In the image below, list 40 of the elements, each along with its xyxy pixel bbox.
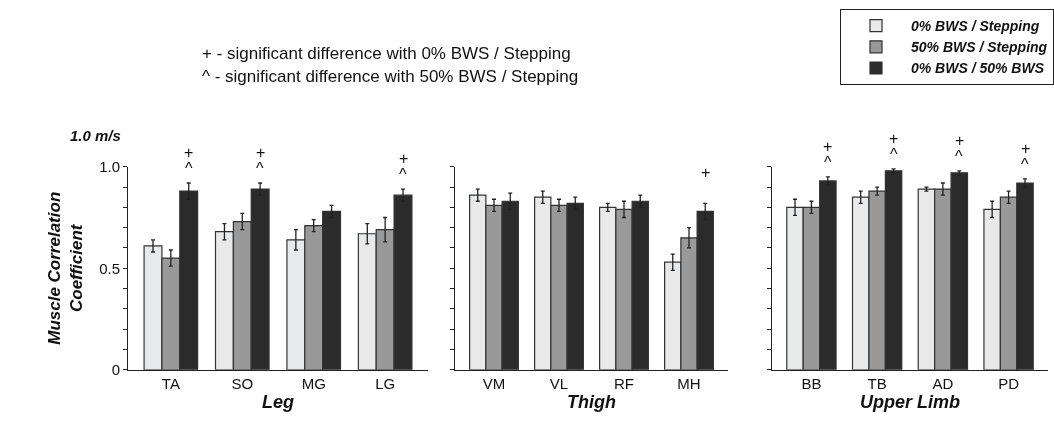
text: 1.0 m/s — [70, 127, 121, 144]
x-tick-label: TA — [161, 374, 180, 392]
text: + — [1021, 140, 1031, 157]
legend-label: 0% BWS / Stepping — [911, 18, 1040, 35]
annotation: ^ — [1021, 156, 1029, 173]
legend-label: 0% BWS / 50% BWS — [911, 60, 1045, 77]
text: + — [256, 144, 266, 161]
text: + - significant difference with 0% BWS / Stepping — [202, 44, 571, 63]
text: + — [889, 130, 899, 147]
x-axis-title: Leg — [261, 391, 295, 412]
y-tick-label: 0 — [111, 360, 120, 378]
y-tick-label: 1.0 — [99, 158, 120, 176]
annotation: ^ — [824, 154, 832, 171]
x-tick-label: VM — [482, 374, 506, 392]
text: ^ - significant difference with 50% BWS / Stepping — [202, 67, 579, 86]
annotation: ^ — [399, 166, 407, 183]
x-axis-title: Thigh — [567, 391, 616, 412]
y-tick-label: 0.5 — [99, 259, 120, 277]
text: + — [955, 132, 965, 149]
x-tick-label: MG — [301, 374, 326, 392]
x-tick-label: LG — [375, 374, 396, 392]
y-axis-title: Muscle Correlation Coefficient — [44, 191, 86, 345]
annotation: ^ — [256, 160, 264, 177]
x-tick-label: VL — [549, 374, 569, 392]
annotation: + — [701, 164, 711, 181]
x-tick-label: AD — [932, 374, 954, 392]
text: + — [823, 138, 833, 155]
x-tick-label: TB — [867, 374, 887, 392]
text: ^ — [955, 148, 963, 165]
legend-label: 50% BWS / Stepping — [911, 39, 1048, 56]
x-tick-label: PD — [998, 374, 1020, 392]
text: ^ — [890, 146, 898, 163]
x-tick-label: BB — [801, 374, 822, 392]
x-tick-label: MH — [677, 374, 701, 392]
text: + — [184, 144, 194, 161]
x-axis-title: Upper Limb — [859, 391, 961, 412]
x-tick-label: RF — [614, 374, 634, 392]
annotation: + — [399, 150, 409, 167]
x-tick-label: SO — [231, 374, 254, 392]
annotation: ^ — [185, 160, 193, 177]
